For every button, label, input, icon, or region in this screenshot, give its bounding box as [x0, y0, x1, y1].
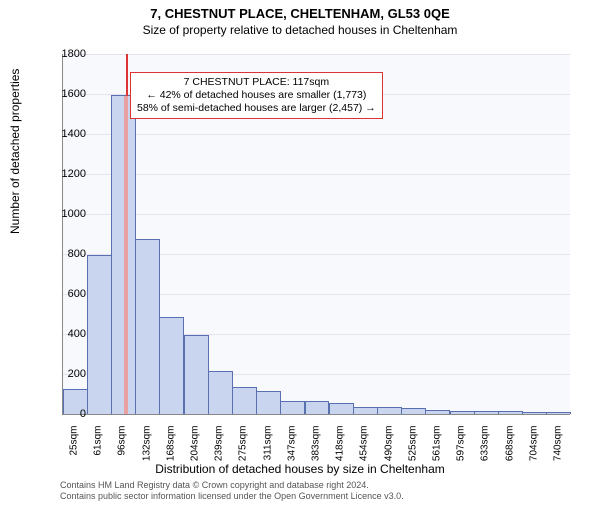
histogram-bar — [184, 335, 209, 414]
x-axis-label: Distribution of detached houses by size … — [0, 462, 600, 476]
credit-line-2: Contains public sector information licen… — [60, 491, 404, 502]
annotation-line-1: 7 CHESTNUT PLACE: 117sqm — [137, 76, 376, 89]
property-marker-bar — [124, 96, 128, 414]
y-axis-label: Number of detached properties — [8, 69, 22, 234]
histogram-bar — [305, 401, 330, 414]
gridline — [62, 54, 570, 55]
histogram-bar — [135, 239, 160, 414]
ytick-label: 0 — [46, 408, 86, 420]
ytick-label: 1800 — [46, 48, 86, 60]
histogram-bar — [208, 371, 233, 414]
histogram-bar — [87, 255, 112, 414]
credit-line-1: Contains HM Land Registry data © Crown c… — [60, 480, 404, 491]
histogram-bar — [159, 317, 184, 414]
ytick-label: 1200 — [46, 168, 86, 180]
ytick-label: 400 — [46, 328, 86, 340]
histogram-bar — [353, 407, 378, 414]
ytick-label: 1000 — [46, 208, 86, 220]
histogram-bar — [256, 391, 281, 414]
x-axis-line — [62, 414, 570, 415]
ytick-label: 600 — [46, 288, 86, 300]
histogram-bar — [280, 401, 305, 414]
histogram-bar — [329, 403, 354, 414]
chart-title-main: 7, CHESTNUT PLACE, CHELTENHAM, GL53 0QE — [0, 6, 600, 21]
histogram-bar — [232, 387, 257, 414]
chart-title-sub: Size of property relative to detached ho… — [0, 23, 600, 37]
annotation-box: 7 CHESTNUT PLACE: 117sqm← 42% of detache… — [130, 72, 383, 119]
annotation-line-3: 58% of semi-detached houses are larger (… — [137, 102, 376, 115]
ytick-label: 1600 — [46, 88, 86, 100]
plot-region: 7 CHESTNUT PLACE: 117sqm← 42% of detache… — [62, 54, 570, 414]
annotation-line-2: ← 42% of detached houses are smaller (1,… — [137, 89, 376, 102]
gridline — [62, 174, 570, 175]
gridline — [62, 214, 570, 215]
chart-area: 7 CHESTNUT PLACE: 117sqm← 42% of detache… — [62, 54, 570, 414]
ytick-label: 800 — [46, 248, 86, 260]
ytick-label: 1400 — [46, 128, 86, 140]
histogram-bar — [377, 407, 402, 414]
y-axis-line — [62, 54, 63, 414]
gridline — [62, 134, 570, 135]
ytick-label: 200 — [46, 368, 86, 380]
credits: Contains HM Land Registry data © Crown c… — [60, 480, 404, 502]
